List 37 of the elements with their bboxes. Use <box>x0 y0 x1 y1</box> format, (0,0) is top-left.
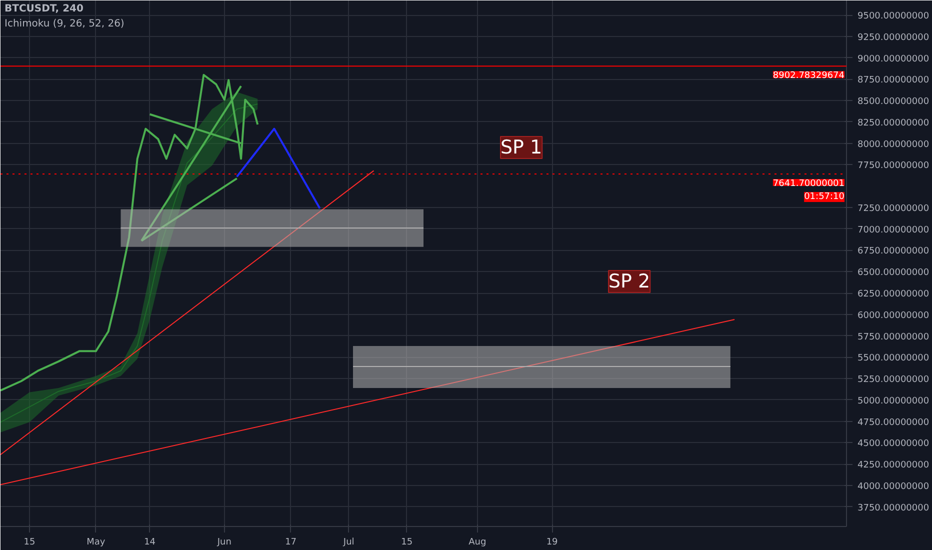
y-tick-label: 4750.00000000 <box>858 418 930 428</box>
y-tick-label: 4500.00000000 <box>858 439 930 450</box>
x-tick-label: 15 <box>401 538 413 548</box>
y-tick-label: 7750.00000000 <box>858 161 930 172</box>
y-tick-label: 6000.00000000 <box>858 310 930 321</box>
x-tick-label: 14 <box>144 538 156 548</box>
y-tick-label: 8500.00000000 <box>858 97 930 108</box>
x-tick-label: Aug <box>468 538 486 548</box>
x-tick-label: 19 <box>546 538 558 548</box>
annotation: SP 1 <box>500 136 542 158</box>
y-tick-label: 5500.00000000 <box>858 354 930 364</box>
annotation: SP 2 <box>608 270 650 292</box>
y-tick-label: 5750.00000000 <box>858 332 930 342</box>
x-tick-label: Jul <box>342 538 354 548</box>
y-tick-label: 7250.00000000 <box>858 204 930 214</box>
y-tick-label: 6500.00000000 <box>858 268 930 278</box>
x-tick-label: Jun <box>216 538 232 548</box>
y-tick-label: 8750.00000000 <box>858 76 930 86</box>
y-tick-label: 4250.00000000 <box>858 460 930 471</box>
chart-title: BTCUSDT, 240 <box>4 4 84 14</box>
x-tick-label: 15 <box>24 538 36 548</box>
y-tick-label: 9500.00000000 <box>858 12 930 22</box>
y-tick-label: 6750.00000000 <box>858 246 930 257</box>
y-tick-label: 9000.00000000 <box>858 54 930 64</box>
y-tick-label: 3750.00000000 <box>858 503 930 514</box>
annotation: 01:57:10 <box>804 192 845 202</box>
y-tick-label: 4000.00000000 <box>858 482 930 492</box>
y-tick-label: 8000.00000000 <box>858 140 930 150</box>
x-tick-label: 17 <box>285 538 297 548</box>
y-tick-label: 9250.00000000 <box>858 32 930 43</box>
y-tick-label: 5250.00000000 <box>858 375 930 386</box>
y-tick-label: 5000.00000000 <box>858 396 930 406</box>
text: Ichimoku (9, 26, 52, 26) <box>4 18 124 30</box>
x-tick-label: May <box>86 538 106 548</box>
y-tick-label: 7000.00000000 <box>858 225 930 236</box>
y-tick-label: 6250.00000000 <box>858 290 930 300</box>
y-tick-label: 8250.00000000 <box>858 118 930 128</box>
